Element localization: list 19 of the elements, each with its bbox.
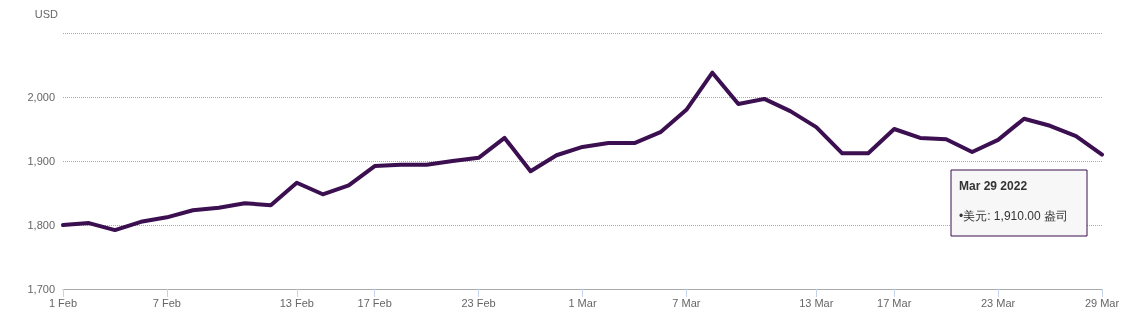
y-tick-label: 1,800: [27, 219, 55, 231]
y-axis-title: USD: [34, 7, 59, 20]
y-tick-label: 1,900: [27, 155, 55, 167]
annotation: Mar 29 2022: [959, 179, 1028, 193]
x-tick-label: 23 Mar: [980, 296, 1016, 309]
x-tick-label: 1 Mar: [568, 296, 597, 309]
x-tick-label: 13 Feb: [279, 296, 314, 309]
y-tick-label: 1,700: [27, 283, 55, 295]
x-tick-label: 7 Mar: [672, 296, 701, 309]
x-tick-label: 29 Mar: [1084, 296, 1120, 309]
x-tick-label: 1 Feb: [48, 296, 78, 309]
x-tick-label: 7 Feb: [152, 296, 181, 309]
x-tick-label: 17 Feb: [357, 296, 392, 309]
y-tick-label: 2,000: [27, 91, 55, 103]
annotation: •美元: 1,910.00 盎司: [959, 209, 1068, 223]
line-series: [61, 70, 1104, 233]
x-tick-label: 17 Mar: [877, 296, 912, 309]
x-tick-label: 23 Feb: [461, 296, 496, 309]
x-tick-label: 13 Mar: [799, 296, 834, 309]
